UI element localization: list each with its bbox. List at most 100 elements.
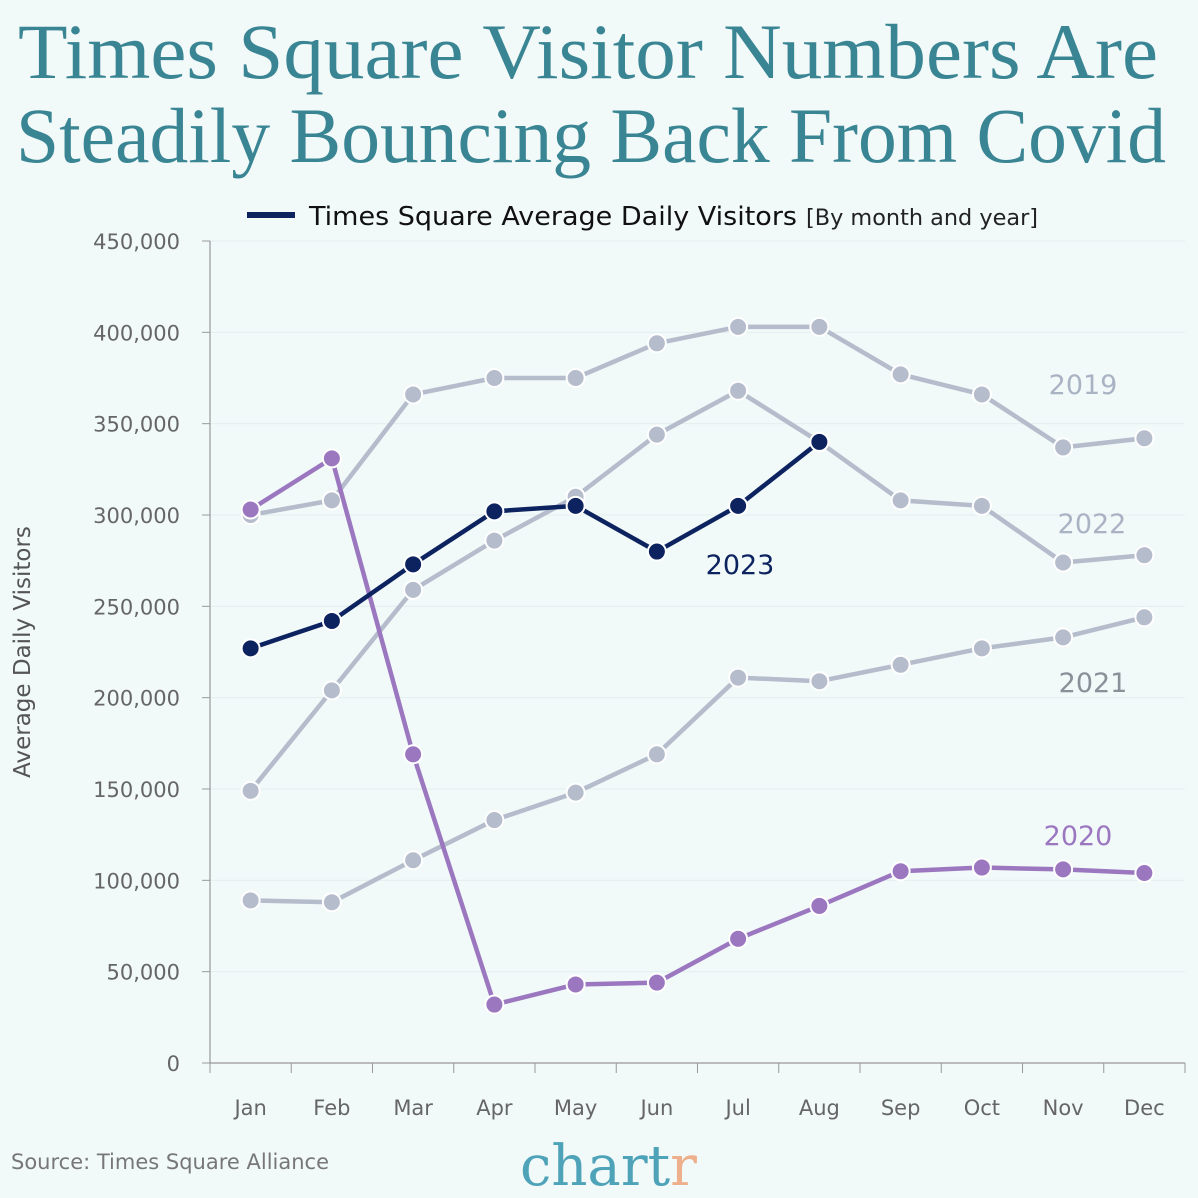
data-point-2022-Dec — [1134, 545, 1155, 566]
x-tick-label: Oct — [964, 1096, 1000, 1120]
y-tick-label: 50,000 — [107, 961, 180, 985]
data-point-2019-Feb — [321, 490, 342, 511]
chart-title-line-2: Steadily Bouncing Back From Covid — [16, 92, 1166, 179]
data-point-2020-May — [565, 974, 586, 995]
series-line-2021 — [250, 615, 1145, 905]
data-point-2019-Mar — [403, 384, 424, 405]
source-note: Source: Times Square Alliance — [11, 1150, 329, 1174]
series-line-2020 — [249, 456, 1145, 1007]
data-point-2019-May — [565, 368, 586, 388]
data-point-2021-Apr — [484, 810, 505, 831]
data-point-2019-Oct — [971, 384, 992, 405]
x-tick-label: Jul — [723, 1096, 750, 1120]
axes — [209, 241, 1185, 1064]
data-point-2020-Apr — [484, 994, 505, 1015]
chart-title-line-1: Times Square Visitor Numbers Are — [18, 8, 1158, 95]
logo-accent: r — [670, 1134, 697, 1198]
data-point-2021-Sep — [890, 654, 911, 675]
data-point-2023-Aug — [809, 431, 830, 452]
data-point-2019-Jun — [646, 333, 667, 354]
x-axis-ticks: Jan Feb Mar Apr May Jun Jul Aug Sep Oct Nov Dec — [209, 1063, 1186, 1120]
series-label-2019: 2019 — [1049, 370, 1118, 401]
y-tick-label: 350,000 — [93, 413, 180, 437]
data-point-2023-Apr — [484, 501, 505, 522]
data-point-2021-Mar — [403, 850, 424, 871]
data-point-2023-Jan — [240, 638, 261, 659]
data-point-2022-Feb — [321, 680, 342, 701]
series-group: 2019 2022 2021 2020 2023 — [240, 316, 1155, 1015]
data-point-2021-Jun — [646, 744, 667, 765]
series-label-2021: 2021 — [1059, 668, 1128, 699]
series-2021: 2021 — [240, 607, 1155, 913]
data-point-2019-Apr — [484, 368, 505, 388]
x-tick-label: Jun — [638, 1096, 673, 1120]
legend-label: Times Square Average Daily Visitors — [308, 202, 797, 232]
y-tick-label: 300,000 — [93, 504, 180, 528]
x-tick-label: Feb — [313, 1096, 350, 1120]
y-tick-label: 100,000 — [93, 869, 180, 893]
data-point-2020-Oct — [971, 857, 992, 878]
data-point-2019-Aug — [809, 316, 830, 337]
x-tick-label: Jan — [232, 1096, 266, 1120]
data-point-2020-Aug — [809, 895, 830, 916]
data-point-2020-Feb — [321, 448, 342, 469]
data-point-2022-Oct — [971, 495, 992, 516]
data-point-2020-Jul — [728, 928, 749, 949]
data-point-2021-Nov — [1053, 627, 1074, 648]
series-label-2022: 2022 — [1058, 509, 1127, 540]
x-tick-label: Aug — [799, 1096, 840, 1120]
y-tick-label: 450,000 — [93, 230, 180, 254]
y-tick-label: 150,000 — [93, 778, 180, 802]
legend-sublabel: [By month and year] — [806, 206, 1038, 231]
x-tick-label: Dec — [1124, 1096, 1165, 1120]
data-point-2023-Mar — [403, 554, 424, 575]
logo-main: chart — [520, 1134, 671, 1198]
y-tick-label: 0 — [167, 1052, 180, 1076]
data-point-2021-Aug — [809, 671, 830, 692]
data-point-2020-Sep — [890, 861, 911, 882]
x-tick-label: Apr — [476, 1096, 513, 1120]
data-point-2021-Jul — [728, 667, 749, 688]
y-axis-label: Average Daily Visitors — [10, 526, 36, 778]
data-point-2022-Jan — [240, 780, 261, 801]
data-point-2022-Jul — [728, 380, 749, 401]
chartr-logo: chartr — [520, 1134, 697, 1198]
series-2019: 2019 — [240, 316, 1155, 525]
series-line-2023 — [249, 440, 821, 651]
series-line-2022 — [248, 388, 1145, 793]
data-point-2020-Jun — [646, 972, 667, 993]
data-point-2020-Nov — [1053, 859, 1074, 880]
data-point-2023-Feb — [321, 610, 342, 631]
x-tick-label: Sep — [881, 1096, 921, 1120]
data-point-2019-Sep — [890, 364, 911, 385]
y-tick-label: 250,000 — [93, 595, 180, 619]
data-point-2020-Dec — [1134, 863, 1155, 884]
y-tick-label: 200,000 — [93, 687, 180, 711]
data-point-2023-Jun — [646, 541, 667, 562]
data-point-2020-Mar — [403, 744, 424, 765]
data-point-2023-Jul — [728, 495, 749, 516]
data-point-2021-Jan — [240, 890, 261, 911]
data-point-2022-Jun — [646, 424, 667, 445]
data-point-2022-Sep — [890, 490, 911, 511]
data-point-2019-Dec — [1134, 428, 1155, 449]
data-point-2021-Dec — [1134, 607, 1155, 628]
y-axis-ticks: 0 50,000 100,000 150,000 200,000 250,000 300,0… — [93, 230, 210, 1076]
data-point-2021-Oct — [971, 638, 992, 659]
data-point-2021-Feb — [321, 892, 342, 913]
legend: Times Square Average Daily Visitors [By … — [247, 202, 1038, 232]
data-point-2023-May — [565, 495, 586, 516]
data-point-2019-Nov — [1053, 437, 1074, 458]
data-point-2022-Mar — [403, 579, 424, 600]
series-2020: 2020 — [240, 448, 1155, 1015]
series-line-2019 — [250, 324, 1145, 518]
x-tick-label: May — [554, 1096, 597, 1120]
data-point-2021-May — [565, 782, 586, 803]
y-tick-label: 400,000 — [93, 321, 180, 345]
data-point-2020-Jan — [240, 499, 261, 520]
data-point-2019-Jul — [728, 316, 749, 337]
series-2023: 2023 — [240, 431, 830, 659]
x-tick-label: Mar — [393, 1096, 433, 1120]
series-label-2020: 2020 — [1044, 821, 1113, 852]
